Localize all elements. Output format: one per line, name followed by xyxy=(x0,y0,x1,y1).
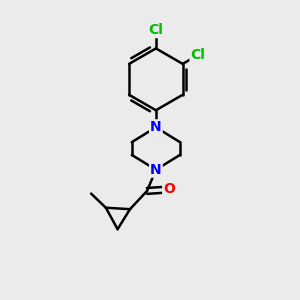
Text: Cl: Cl xyxy=(190,48,206,62)
Text: N: N xyxy=(150,120,162,134)
Text: Cl: Cl xyxy=(148,23,163,37)
Text: N: N xyxy=(150,163,162,177)
Text: O: O xyxy=(163,182,175,197)
